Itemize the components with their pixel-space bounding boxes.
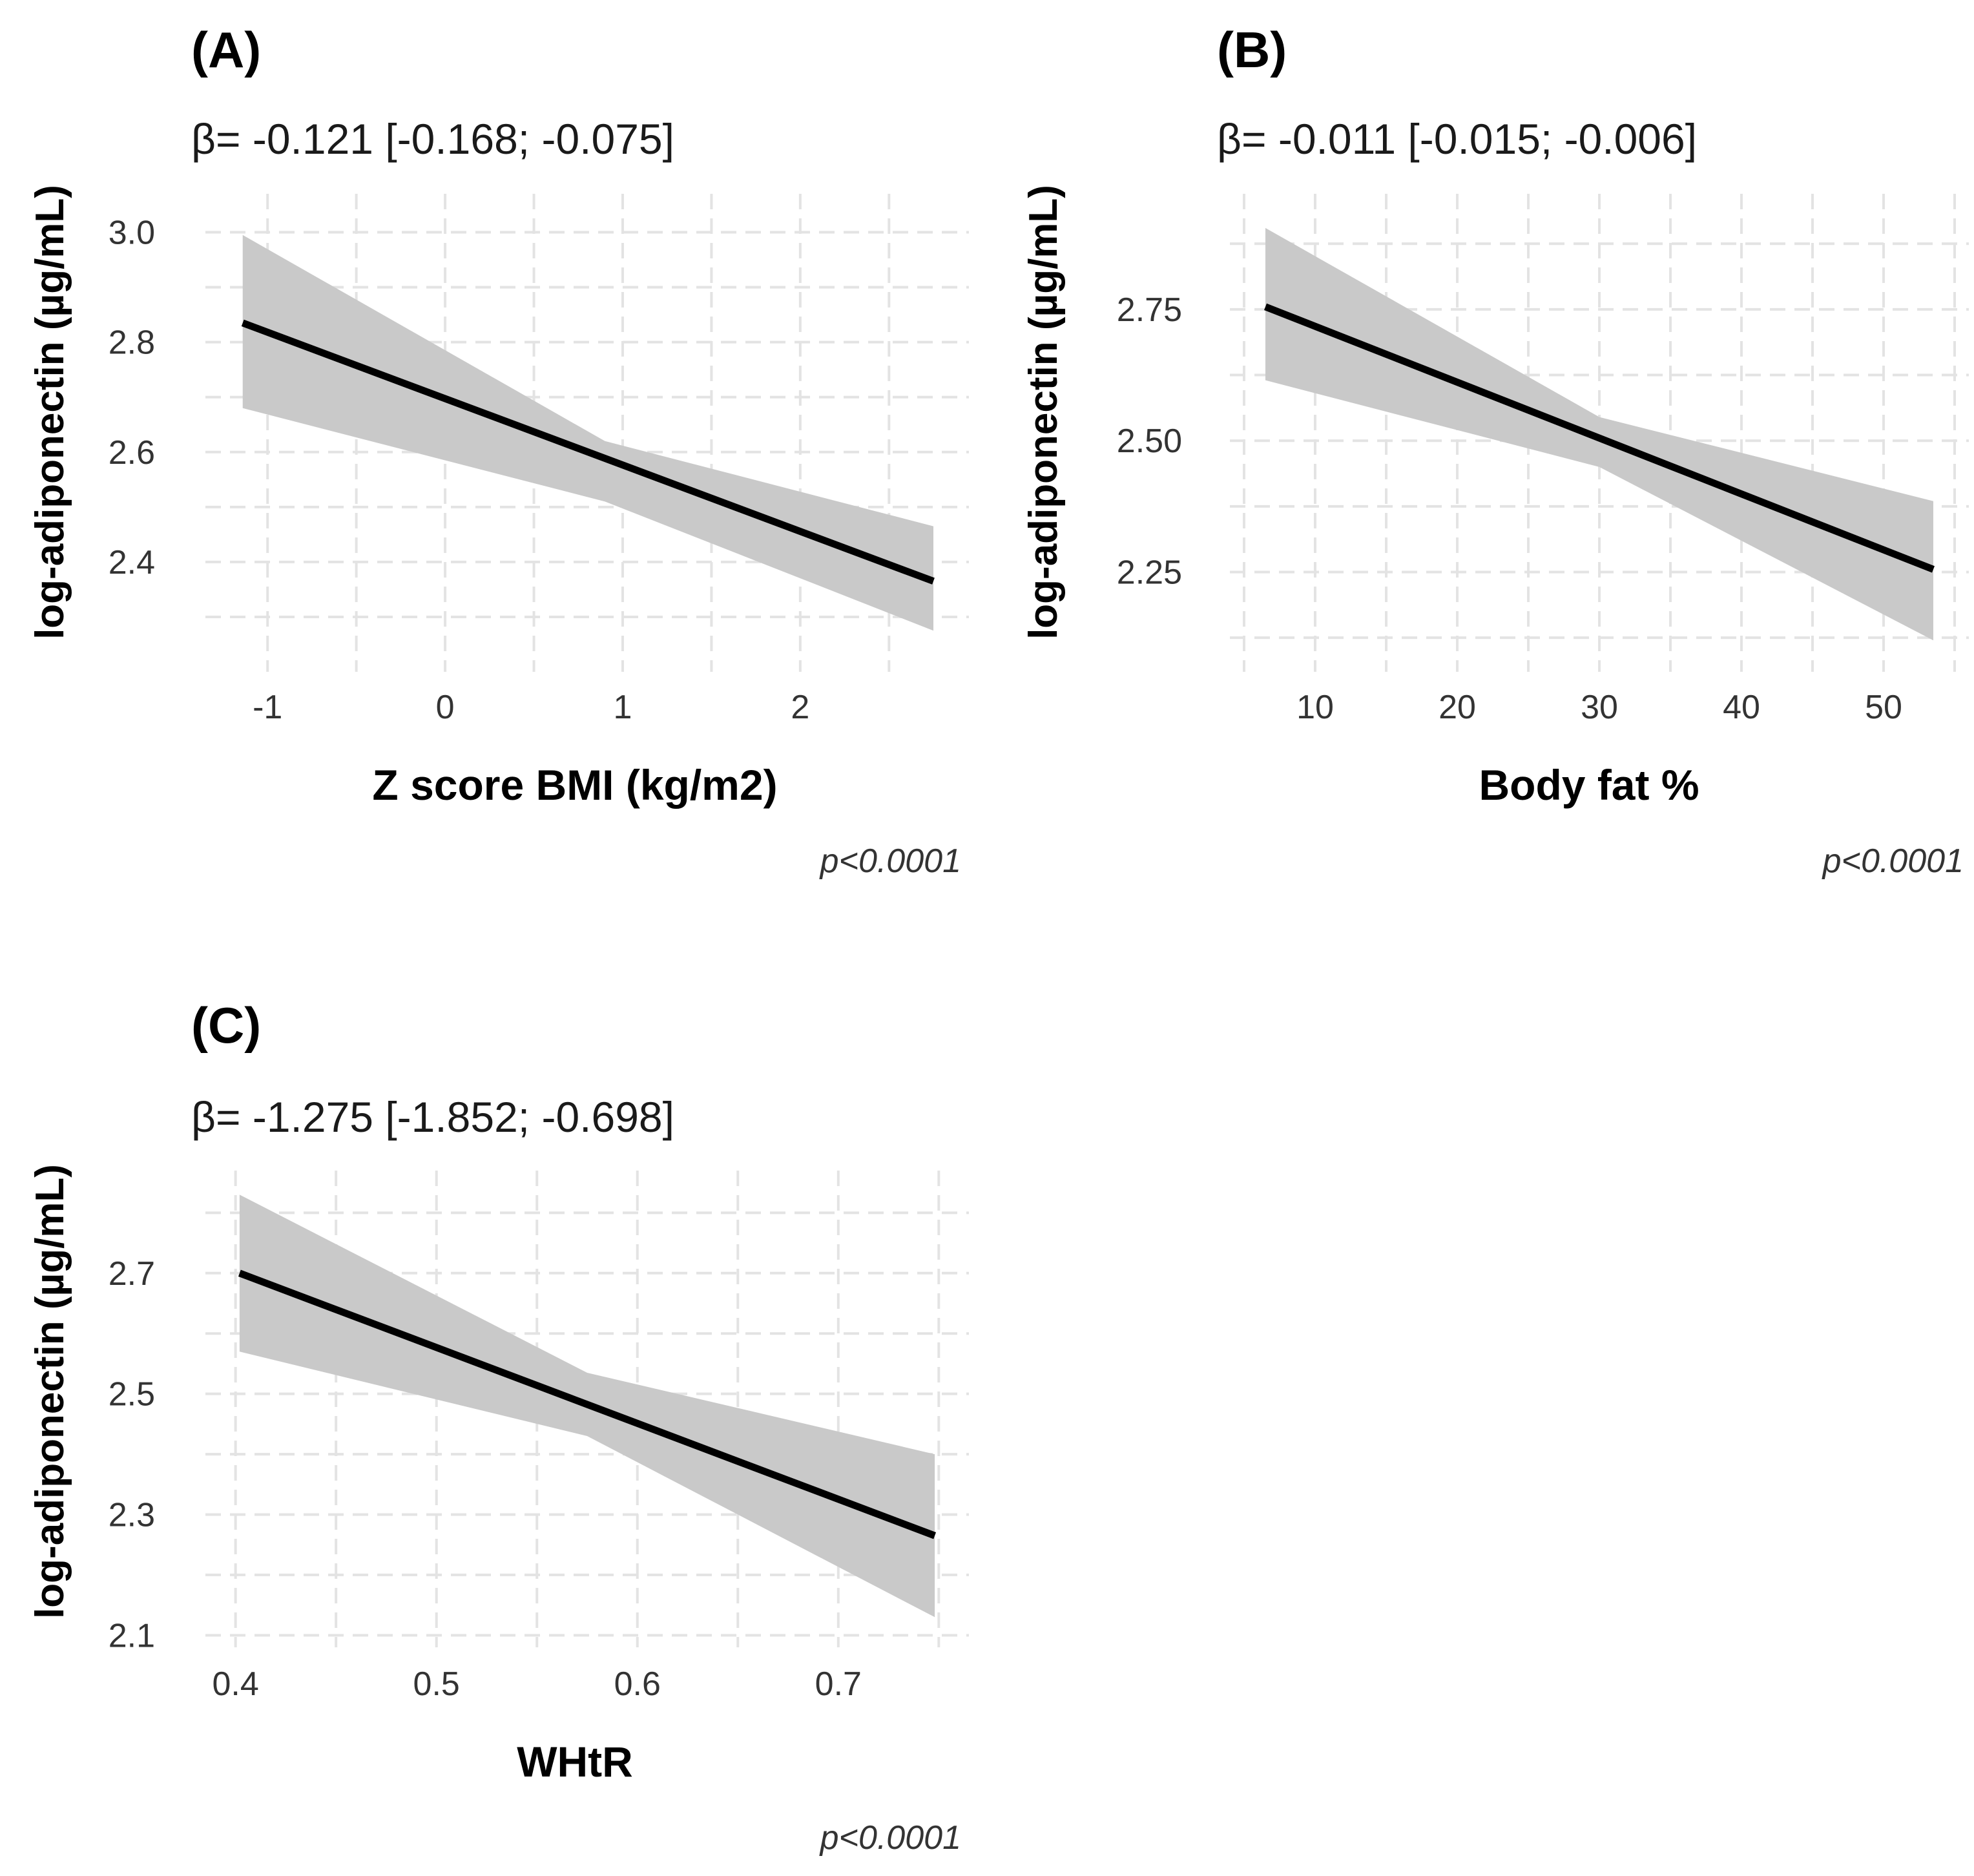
panel-b-y-axis-label: log-adiponectin (µg/mL) <box>1021 185 1066 640</box>
panel-b-x-tick-label: 10 <box>1296 689 1334 726</box>
panel-a-fit-line <box>241 319 935 585</box>
panel-c-y-tick-label: 2.1 <box>109 1617 155 1654</box>
panel-a-y-tick-label: 2.6 <box>109 434 155 472</box>
panel-c-x-tick-label: 0.4 <box>213 1665 259 1703</box>
panel-b-confidence-band <box>1265 227 1933 641</box>
panel-a-beta-annotation: β= -0.121 [-0.168; -0.075] <box>191 115 674 163</box>
panel-c-y-tick-label: 2.7 <box>109 1255 155 1293</box>
panel-b-x-tick-label: 20 <box>1439 689 1476 726</box>
panel-a-x-axis-label: Z score BMI (kg/m2) <box>372 761 777 809</box>
panel-c-fit-line <box>238 1269 937 1539</box>
panel-b: (B) β= -0.011 [-0.015; -0.006] log-adipo… <box>1021 21 1969 880</box>
panel-c-x-tick-label: 0.7 <box>815 1665 862 1703</box>
panel-c-beta-annotation: β= -1.275 [-1.852; -0.698] <box>191 1093 674 1141</box>
panel-a-y-ticks: 2.4 2.6 2.8 3.0 <box>109 214 155 581</box>
panel-c-label: (C) <box>191 997 261 1054</box>
panel-a-confidence-band <box>242 234 934 631</box>
panel-b-fit-line <box>1263 303 1935 573</box>
panel-c-y-tick-label: 2.5 <box>109 1376 155 1413</box>
panel-b-beta-annotation: β= -0.011 [-0.015; -0.006] <box>1217 115 1697 163</box>
panel-a-p-value: p<0.0001 <box>819 842 961 880</box>
panel-b-x-tick-label: 50 <box>1865 689 1902 726</box>
panel-b-y-tick-label: 2.75 <box>1117 291 1182 329</box>
panel-a-y-tick-label: 3.0 <box>109 214 155 252</box>
panel-b-x-axis-label: Body fat % <box>1479 761 1699 809</box>
panel-a-x-ticks: -1 0 1 2 <box>253 689 809 726</box>
panel-b-y-ticks: 2.25 2.50 2.75 <box>1117 291 1182 592</box>
panel-a-label: (A) <box>191 21 261 78</box>
panel-c-y-axis-label: log-adiponectin (µg/mL) <box>28 1164 72 1619</box>
panel-a-y-tick-label: 2.4 <box>109 544 155 581</box>
panel-c-x-axis-label: WHtR <box>517 1738 633 1786</box>
panel-a-y-axis-label: log-adiponectin (µg/mL) <box>28 185 72 640</box>
panel-c-x-tick-label: 0.6 <box>614 1665 661 1703</box>
panel-b-y-tick-label: 2.25 <box>1117 554 1182 591</box>
panel-a-x-tick-label: 1 <box>614 689 632 726</box>
panel-b-label: (B) <box>1217 21 1287 78</box>
panel-c-p-value: p<0.0001 <box>819 1819 961 1857</box>
panel-a-x-tick-label: 0 <box>436 689 455 726</box>
panel-a-y-tick-label: 2.8 <box>109 324 155 362</box>
panel-b-x-tick-label: 40 <box>1723 689 1760 726</box>
panel-c-y-ticks: 2.1 2.3 2.5 2.7 <box>109 1255 155 1655</box>
panel-b-x-ticks: 10 20 30 40 50 <box>1296 689 1902 726</box>
panel-b-y-tick-label: 2.50 <box>1117 422 1182 460</box>
panel-c-x-ticks: 0.4 0.5 0.6 0.7 <box>213 1665 862 1703</box>
panel-b-x-tick-label: 30 <box>1581 689 1618 726</box>
panel-a-x-tick-label: 2 <box>791 689 809 726</box>
panel-b-p-value: p<0.0001 <box>1822 842 1964 880</box>
panel-c-y-tick-label: 2.3 <box>109 1496 155 1534</box>
panel-a-x-tick-label: -1 <box>253 689 282 726</box>
panel-a: (A) β= -0.121 [-0.168; -0.075] log-adipo… <box>28 21 969 880</box>
panel-c: (C) β= -1.275 [-1.852; -0.698] log-adipo… <box>28 997 969 1857</box>
panel-c-x-tick-label: 0.5 <box>413 1665 460 1703</box>
